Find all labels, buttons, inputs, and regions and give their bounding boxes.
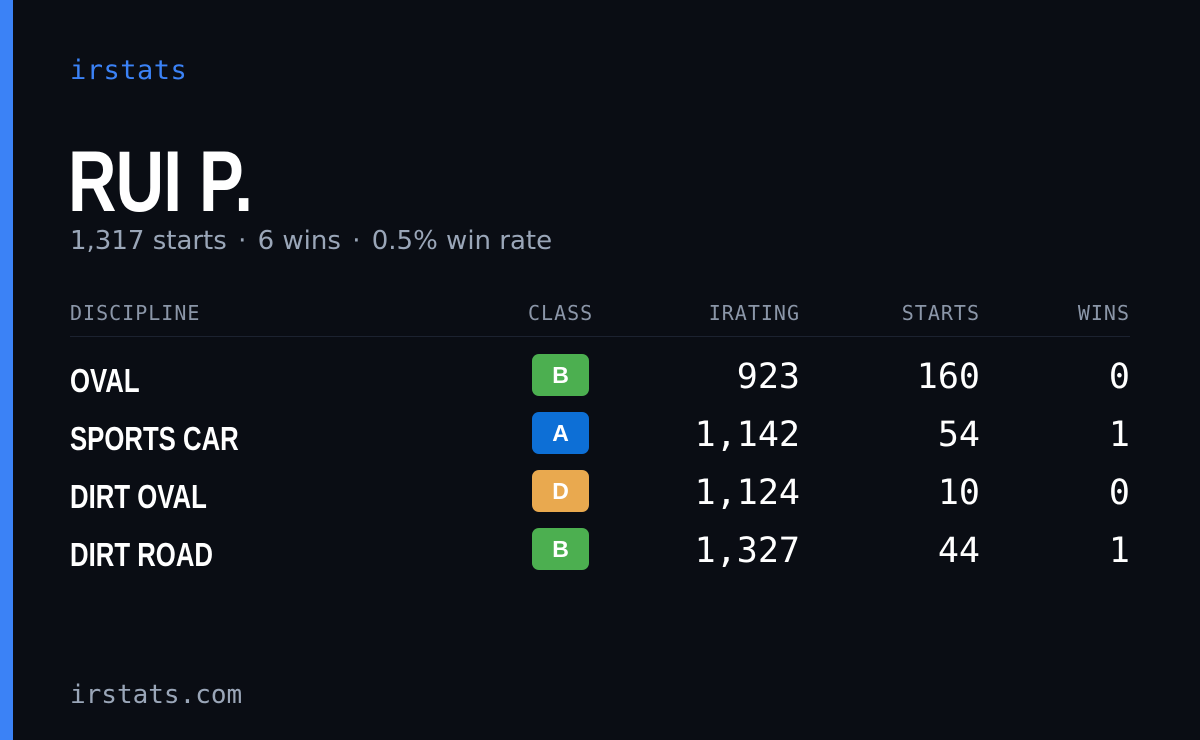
irating-value: 923 xyxy=(736,357,800,397)
irating-value: 1,124 xyxy=(694,473,800,513)
class-badge: A xyxy=(532,412,589,454)
table-row: SPORTS CAR A 1,142 54 1 xyxy=(70,412,1130,470)
brand-logo: irstats xyxy=(70,55,188,86)
class-badge: B xyxy=(532,354,589,396)
wins-value: 0 xyxy=(1108,473,1130,513)
header-wins: WINS xyxy=(1077,301,1130,325)
discipline-table: DISCIPLINE CLASS IRATING STARTS WINS OVA… xyxy=(70,296,1130,586)
starts-value: 160 xyxy=(916,357,980,397)
discipline-name: DIRT ROAD xyxy=(70,536,213,573)
starts-value: 10 xyxy=(937,473,980,513)
summary-separator: · xyxy=(238,226,247,256)
starts-value: 54 xyxy=(937,415,980,455)
table-row: OVAL B 923 160 0 xyxy=(70,354,1130,412)
starts-count: 1,317 starts xyxy=(70,226,227,256)
summary-separator: · xyxy=(352,226,361,256)
accent-bar xyxy=(0,0,13,740)
table-body: OVAL B 923 160 0 SPORTS CAR A 1,142 54 1… xyxy=(70,354,1130,586)
discipline-name: SPORTS CAR xyxy=(70,420,239,457)
table-header: DISCIPLINE CLASS IRATING STARTS WINS xyxy=(70,296,1130,337)
win-rate: 0.5% win rate xyxy=(371,226,553,256)
header-starts: STARTS xyxy=(901,301,980,325)
discipline-name: OVAL xyxy=(70,362,140,399)
header-discipline: DISCIPLINE xyxy=(70,301,201,325)
wins-value: 0 xyxy=(1108,357,1130,397)
wins-count: 6 wins xyxy=(257,226,341,256)
footer-url: irstats.com xyxy=(70,680,243,710)
discipline-name: DIRT OVAL xyxy=(70,478,207,515)
table-row: DIRT ROAD B 1,327 44 1 xyxy=(70,528,1130,586)
wins-value: 1 xyxy=(1108,415,1130,455)
table-row: DIRT OVAL D 1,124 10 0 xyxy=(70,470,1130,528)
class-badge: D xyxy=(532,470,589,512)
wins-value: 1 xyxy=(1108,531,1130,571)
header-class: CLASS xyxy=(528,301,594,325)
starts-value: 44 xyxy=(937,531,980,571)
irating-value: 1,142 xyxy=(694,415,800,455)
player-name: RUI P. xyxy=(68,134,253,230)
header-irating: IRATING xyxy=(708,301,800,325)
irating-value: 1,327 xyxy=(694,531,800,571)
class-badge: B xyxy=(532,528,589,570)
player-summary: 1,317 starts · 6 wins · 0.5% win rate xyxy=(70,226,552,256)
